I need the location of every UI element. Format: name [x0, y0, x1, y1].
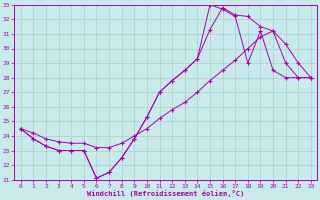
- X-axis label: Windchill (Refroidissement éolien,°C): Windchill (Refroidissement éolien,°C): [87, 190, 244, 197]
